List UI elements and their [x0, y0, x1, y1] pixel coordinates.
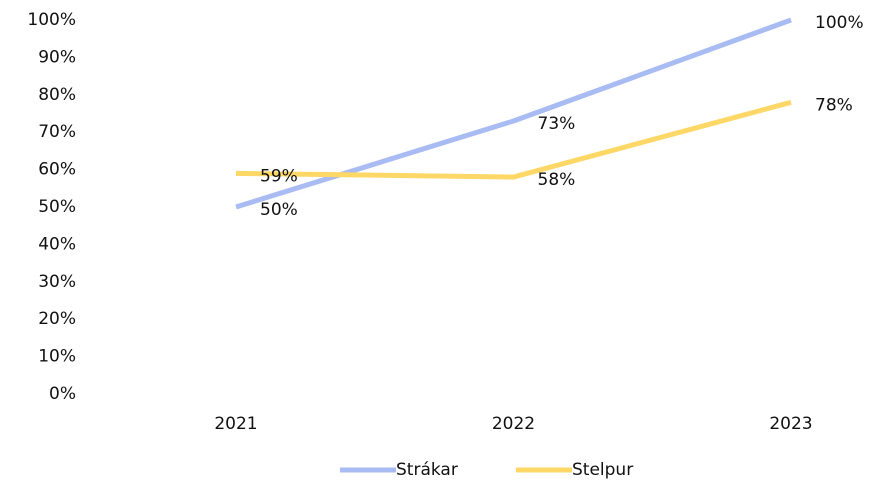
y-tick-label: 10%: [38, 347, 76, 367]
y-tick-label: 30%: [38, 272, 76, 292]
y-tick-label: 0%: [49, 384, 76, 404]
legend-label: Stelpur: [572, 460, 633, 480]
data-label: 58%: [538, 170, 576, 190]
series-line: [235, 99, 792, 180]
x-tick-label: 2023: [769, 414, 812, 434]
y-tick-label: 70%: [38, 122, 76, 142]
y-tick-label: 90%: [38, 47, 76, 67]
data-label: 73%: [538, 114, 576, 134]
data-label: 100%: [815, 13, 864, 33]
data-label: 78%: [815, 95, 853, 115]
data-label: 59%: [260, 166, 298, 186]
y-tick-label: 50%: [38, 197, 76, 217]
data-label: 50%: [260, 200, 298, 220]
x-tick-label: 2022: [492, 414, 535, 434]
legend-label: Strákar: [396, 460, 458, 480]
y-tick-label: 80%: [38, 85, 76, 105]
y-tick-label: 20%: [38, 309, 76, 329]
series-line: [235, 17, 792, 210]
y-tick-label: 100%: [27, 10, 76, 30]
x-tick-label: 2021: [214, 414, 257, 434]
y-tick-label: 60%: [38, 160, 76, 180]
y-tick-label: 40%: [38, 234, 76, 254]
